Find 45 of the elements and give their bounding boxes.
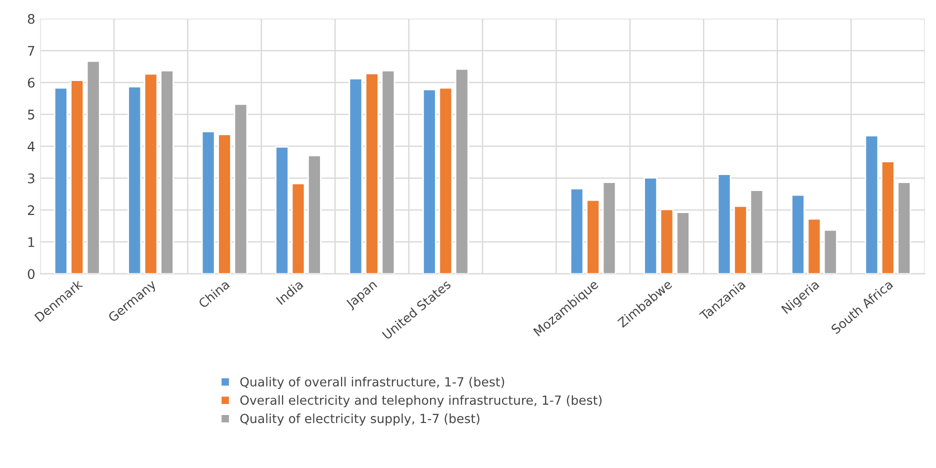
bar [218,134,232,274]
bar [201,130,216,274]
y-tick-label: 3 [28,173,34,184]
bar [454,68,469,274]
bar [586,199,600,274]
bar [234,103,248,274]
bar [422,88,436,274]
bar [602,182,616,274]
y-tick-label: 1 [28,237,34,247]
y-tick-label: 5 [28,110,34,120]
legend-label: Quality of electricity supply, 1-7 (best) [240,414,480,426]
bar [144,73,158,274]
bar [644,177,658,274]
bar [807,218,822,274]
bar [86,60,100,274]
bar [160,70,174,274]
bar [734,205,748,274]
bar [823,229,838,274]
bar [791,194,805,274]
bar [291,182,306,274]
bar [70,80,84,274]
y-tick-label: 8 [28,14,34,24]
bar [880,160,895,274]
y-tick-label: 4 [28,142,35,152]
bar [275,146,289,274]
legend-label: Quality of overall infrastructure, 1-7 (best) [240,376,504,389]
bar [307,154,322,274]
bar [348,78,363,274]
bar [54,87,68,274]
bar [570,188,584,274]
bar [750,190,764,274]
bar [381,70,396,274]
y-tick-label: 2 [28,205,34,216]
y-tick-label: 7 [28,46,34,56]
bar [660,208,674,274]
bar [864,135,879,274]
y-tick-label: 6 [28,78,35,88]
bar [128,86,142,274]
bar [438,87,453,274]
legend-label: Overall electricity and telephony infrastructure, 1-7 (best) [240,395,602,408]
bar [676,212,690,274]
bar [897,182,912,274]
bar [364,72,379,274]
bar [717,174,732,274]
y-tick-label: 0 [28,269,35,279]
